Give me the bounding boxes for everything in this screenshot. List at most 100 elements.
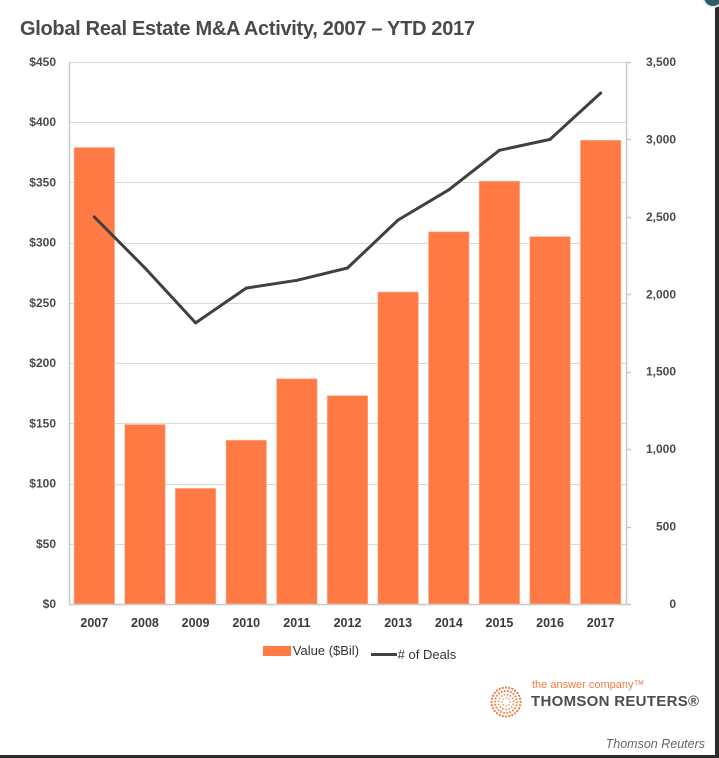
logo-dot bbox=[501, 686, 504, 690]
deals-point-2011 bbox=[295, 278, 299, 282]
x-tick-label: 2013 bbox=[384, 616, 412, 630]
logo-dot bbox=[495, 712, 499, 715]
right-tick-label: 1,500 bbox=[646, 365, 676, 379]
logo-dot bbox=[509, 701, 511, 703]
logo-dot bbox=[498, 692, 501, 695]
x-tick-label: 2010 bbox=[232, 616, 260, 630]
logo-tagline: the answer company™ bbox=[532, 679, 645, 691]
logo-dot bbox=[498, 713, 501, 717]
logo-dot bbox=[502, 708, 504, 710]
deals-line bbox=[93, 91, 602, 325]
logo-dot bbox=[495, 706, 498, 709]
logo-dot bbox=[502, 698, 504, 700]
logo-dot bbox=[495, 689, 499, 692]
left-tick-label: $350 bbox=[29, 175, 56, 189]
legend-bar-swatch bbox=[262, 645, 291, 656]
logo-dot bbox=[504, 686, 508, 689]
logo-dot bbox=[511, 697, 514, 700]
logo-dot bbox=[508, 686, 511, 690]
bar-2014 bbox=[428, 231, 470, 605]
x-tick-label: 2012 bbox=[334, 616, 362, 630]
logo-dot bbox=[498, 697, 501, 700]
thomson-reuters-dot-circle-icon bbox=[490, 686, 522, 718]
logo-dot bbox=[494, 700, 496, 703]
left-tick-label: $150 bbox=[29, 416, 56, 430]
right-tick-label: 1,000 bbox=[646, 442, 676, 456]
logo-dot bbox=[516, 691, 519, 695]
deals-point-2016 bbox=[548, 137, 552, 141]
deals-point-2015 bbox=[497, 148, 501, 152]
left-tick-label: $100 bbox=[29, 477, 56, 491]
logo-dot bbox=[490, 697, 494, 700]
logo-dot bbox=[515, 704, 518, 707]
logo-dot bbox=[517, 707, 521, 710]
logo-dot bbox=[508, 714, 511, 718]
bar-2009 bbox=[175, 488, 217, 605]
right-tick-label: 500 bbox=[656, 520, 676, 534]
deals-point-2009 bbox=[194, 321, 198, 325]
logo-dot bbox=[512, 700, 515, 702]
logo-dot bbox=[509, 691, 512, 694]
deals-point-2007 bbox=[92, 215, 96, 219]
bar-2016 bbox=[529, 236, 571, 605]
logo-dot bbox=[494, 697, 497, 700]
logo-dot bbox=[511, 709, 514, 712]
legend: Value ($Bil) # of Deals bbox=[0, 643, 719, 662]
logo-dot bbox=[501, 714, 504, 718]
logo-dot bbox=[493, 691, 496, 695]
logo-dot bbox=[516, 709, 519, 713]
right-tick-label: 3,000 bbox=[646, 132, 676, 146]
left-tick-label: $250 bbox=[29, 296, 56, 310]
logo-name: THOMSON REUTERS® bbox=[531, 693, 700, 710]
x-tick-label: 2007 bbox=[80, 616, 108, 630]
bar-series bbox=[73, 139, 622, 605]
legend-line-swatch bbox=[370, 652, 397, 656]
logo-dot bbox=[505, 705, 507, 707]
logo-dot bbox=[512, 703, 515, 706]
logo-dot bbox=[494, 703, 497, 706]
thomson-reuters-logo: the answer company™ THOMSON REUTERS® bbox=[489, 679, 699, 723]
x-tick-label: 2011 bbox=[283, 616, 310, 630]
logo-dot bbox=[506, 711, 509, 714]
bar-2017 bbox=[580, 139, 622, 605]
logo-dot bbox=[514, 695, 517, 698]
bar-2015 bbox=[478, 180, 520, 605]
logo-dot bbox=[505, 708, 507, 711]
logo-dot bbox=[516, 701, 518, 704]
bar-2010 bbox=[225, 439, 267, 605]
window-frame-right bbox=[715, 0, 719, 758]
axes bbox=[68, 61, 631, 606]
left-tick-label: $200 bbox=[29, 356, 56, 370]
logo-dot bbox=[497, 700, 500, 703]
logo-dot bbox=[503, 711, 506, 714]
logo-dot bbox=[508, 698, 510, 700]
x-tick-label: 2017 bbox=[587, 616, 615, 630]
logo-dot bbox=[509, 695, 512, 697]
right-axis-ticks: 0 500 1,000 1,500 2,000 2,500 3,000 3,500 bbox=[646, 55, 676, 611]
logo-dot bbox=[504, 715, 508, 718]
deals-point-2008 bbox=[143, 266, 147, 270]
deals-point-2012 bbox=[346, 266, 349, 270]
logo-dot bbox=[513, 689, 517, 692]
image-caption: Thomson Reuters bbox=[605, 737, 705, 751]
left-tick-label: $50 bbox=[36, 537, 56, 551]
legend-item-deals: # of Deals bbox=[370, 647, 456, 662]
logo-dot bbox=[491, 694, 495, 697]
logo-dot bbox=[518, 697, 522, 700]
x-tick-label: 2009 bbox=[182, 616, 210, 630]
x-tick-label: 2008 bbox=[131, 616, 159, 630]
logo-dot bbox=[490, 700, 493, 704]
deals-point-2017 bbox=[599, 91, 603, 95]
legend-label-value: Value ($Bil) bbox=[292, 643, 360, 658]
right-tick-label: 3,500 bbox=[646, 55, 676, 69]
logo-dot bbox=[493, 709, 496, 713]
left-tick-label: $300 bbox=[29, 236, 56, 250]
logo-dot bbox=[503, 690, 506, 693]
x-tick-label: 2015 bbox=[486, 616, 514, 630]
logo-dot bbox=[510, 706, 513, 708]
bar-2012 bbox=[326, 395, 369, 605]
right-tick-label: 2,000 bbox=[646, 287, 676, 301]
x-tick-label: 2016 bbox=[536, 616, 564, 630]
logo-dot bbox=[518, 704, 522, 707]
logo-dot bbox=[514, 707, 517, 710]
